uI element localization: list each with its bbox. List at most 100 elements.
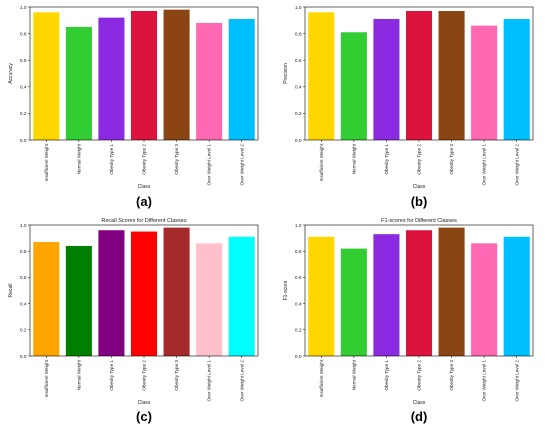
x-tick-label-obesity-type-3: Obesity Type 3: [174, 360, 179, 391]
x-tick-label-over-weight-level-1: Over Weight Level 1: [482, 144, 487, 186]
y-tick-label: 0.8: [20, 31, 27, 37]
x-tick-label-insufficient-weight: Insufficient Weight: [44, 143, 49, 181]
bar-over-weight-level-2: [503, 18, 530, 140]
bar-insufficient-weight: [33, 242, 60, 356]
bar-obesity-type-2: [405, 10, 433, 140]
bar-obesity-type-2: [130, 231, 158, 356]
bar-normal-weight: [340, 32, 367, 140]
bar-over-weight-level-1: [196, 243, 223, 356]
x-axis-label: Class: [413, 400, 426, 406]
y-axis-label: F1-score: [283, 280, 289, 300]
panel-label: (b): [411, 194, 428, 209]
bar-normal-weight: [340, 248, 367, 356]
x-tick-label-over-weight-level-2: Over Weight Level 2: [239, 360, 244, 402]
panel-label: (a): [136, 194, 152, 209]
x-tick-label-normal-weight: Normal Weight: [76, 143, 81, 174]
chart-svg: Recall Scores for Different Classes 0.0 0.…: [8, 218, 259, 424]
chart-title: Recall Scores for Different Classes: [101, 218, 186, 224]
bar-obesity-type-1: [373, 18, 400, 140]
bar-over-weight-level-2: [228, 236, 255, 356]
y-tick-label: 0.6: [295, 275, 302, 281]
bar-obesity-type-3: [163, 9, 190, 140]
bar-over-weight-level-1: [471, 25, 498, 140]
panel-label: (c): [136, 409, 152, 424]
bar-insufficient-weight: [308, 236, 335, 356]
y-tick-label: 0.2: [20, 328, 27, 334]
x-tick-label-over-weight-level-1: Over Weight Level 1: [207, 360, 212, 402]
bar-obesity-type-3: [438, 227, 465, 356]
x-tick-label-insufficient-weight: Insufficient Weight: [319, 359, 324, 397]
bar-obesity-type-1: [98, 17, 125, 140]
y-tick-label: 0.2: [295, 111, 302, 117]
x-tick-label-over-weight-level-1: Over Weight Level 1: [207, 144, 212, 186]
x-tick-label-normal-weight: Normal Weight: [351, 359, 356, 390]
f1-score-chart-panel: F1-scores for Different Classes 0.0 0.2 0.4…: [275, 214, 550, 429]
x-tick-label-obesity-type-1: Obesity Type 1: [109, 144, 114, 175]
bar-obesity-type-2: [405, 230, 433, 356]
x-axis-label: Class: [138, 184, 151, 190]
bar-obesity-type-3: [438, 10, 465, 140]
y-axis-label: Precision: [283, 63, 289, 84]
bar-obesity-type-3: [163, 227, 190, 356]
x-tick-label-obesity-type-2: Obesity Type 2: [142, 144, 147, 175]
bar-obesity-type-1: [373, 234, 400, 356]
y-axis-label: Recall: [8, 284, 14, 298]
x-tick-label-over-weight-level-2: Over Weight Level 2: [514, 144, 519, 186]
x-tick-label-over-weight-level-2: Over Weight Level 2: [239, 144, 244, 186]
bar-over-weight-level-1: [471, 243, 498, 356]
bar-over-weight-level-2: [228, 18, 255, 140]
y-tick-label: 0.8: [20, 249, 27, 255]
chart-svg: 0.0 0.2 0.4 0.6 0.8 1.0 Insufficient Weight Nor…: [283, 5, 534, 209]
x-tick-label-obesity-type-2: Obesity Type 2: [417, 144, 422, 175]
y-tick-label: 0.6: [20, 275, 27, 281]
y-axis-label: Accuracy: [8, 63, 14, 84]
x-tick-label-obesity-type-3: Obesity Type 3: [449, 144, 454, 175]
x-tick-label-normal-weight: Normal Weight: [351, 143, 356, 174]
bar-insufficient-weight: [308, 12, 335, 140]
x-tick-label-over-weight-level-2: Over Weight Level 2: [514, 360, 519, 402]
y-tick-label: 0.6: [295, 58, 302, 64]
x-axis-label: Class: [138, 400, 151, 406]
x-tick-label-obesity-type-2: Obesity Type 2: [142, 360, 147, 391]
y-tick-label: 0.4: [295, 301, 302, 307]
x-tick-label-obesity-type-3: Obesity Type 3: [174, 144, 179, 175]
chart-svg: 0.0 0.2 0.4 0.6 0.8 1.0 Insufficient Weight Nor…: [8, 5, 259, 209]
y-tick-label: 0.0: [20, 138, 27, 144]
bar-insufficient-weight: [33, 12, 60, 140]
recall-chart-panel: Recall Scores for Different Classes 0.0 0.…: [0, 214, 275, 429]
y-tick-label: 1.0: [295, 5, 302, 11]
bar-obesity-type-2: [130, 10, 158, 140]
x-tick-label-obesity-type-2: Obesity Type 2: [417, 360, 422, 391]
accuracy-chart-panel: 0.0 0.2 0.4 0.6 0.8 1.0 Insufficient Weight Nor…: [0, 0, 275, 214]
x-tick-label-obesity-type-3: Obesity Type 3: [449, 360, 454, 391]
x-tick-label-over-weight-level-1: Over Weight Level 1: [482, 360, 487, 402]
y-tick-label: 1.0: [20, 5, 27, 11]
y-tick-label: 0.8: [295, 31, 302, 37]
bar-normal-weight: [65, 26, 92, 141]
x-tick-label-insufficient-weight: Insufficient Weight: [319, 143, 324, 181]
y-tick-label: 0.4: [20, 85, 27, 91]
y-tick-label: 0.0: [295, 354, 302, 360]
y-tick-label: 0.4: [295, 85, 302, 91]
x-tick-label-obesity-type-1: Obesity Type 1: [109, 360, 114, 391]
y-tick-label: 0.6: [20, 58, 27, 64]
y-tick-label: 0.8: [295, 249, 302, 255]
x-tick-label-normal-weight: Normal Weight: [76, 359, 81, 390]
x-tick-label-obesity-type-1: Obesity Type 1: [384, 360, 389, 391]
y-tick-label: 0.4: [20, 301, 27, 307]
y-tick-label: 0.0: [295, 138, 302, 144]
bar-obesity-type-1: [98, 230, 125, 356]
chart-title: F1-scores for Different Classes: [381, 218, 457, 224]
x-tick-label-insufficient-weight: Insufficient Weight: [44, 359, 49, 397]
y-tick-label: 1.0: [20, 223, 27, 229]
bar-over-weight-level-2: [503, 236, 530, 356]
bar-normal-weight: [65, 245, 92, 356]
chart-svg: F1-scores for Different Classes 0.0 0.2 0.4…: [283, 218, 534, 424]
bar-over-weight-level-1: [196, 22, 223, 140]
y-tick-label: 1.0: [295, 223, 302, 229]
y-tick-label: 0.2: [20, 111, 27, 117]
y-tick-label: 0.2: [295, 328, 302, 334]
x-axis-label: Class: [413, 184, 426, 190]
panel-label: (d): [411, 409, 428, 424]
precision-chart-panel: 0.0 0.2 0.4 0.6 0.8 1.0 Insufficient Weight Nor…: [275, 0, 550, 214]
